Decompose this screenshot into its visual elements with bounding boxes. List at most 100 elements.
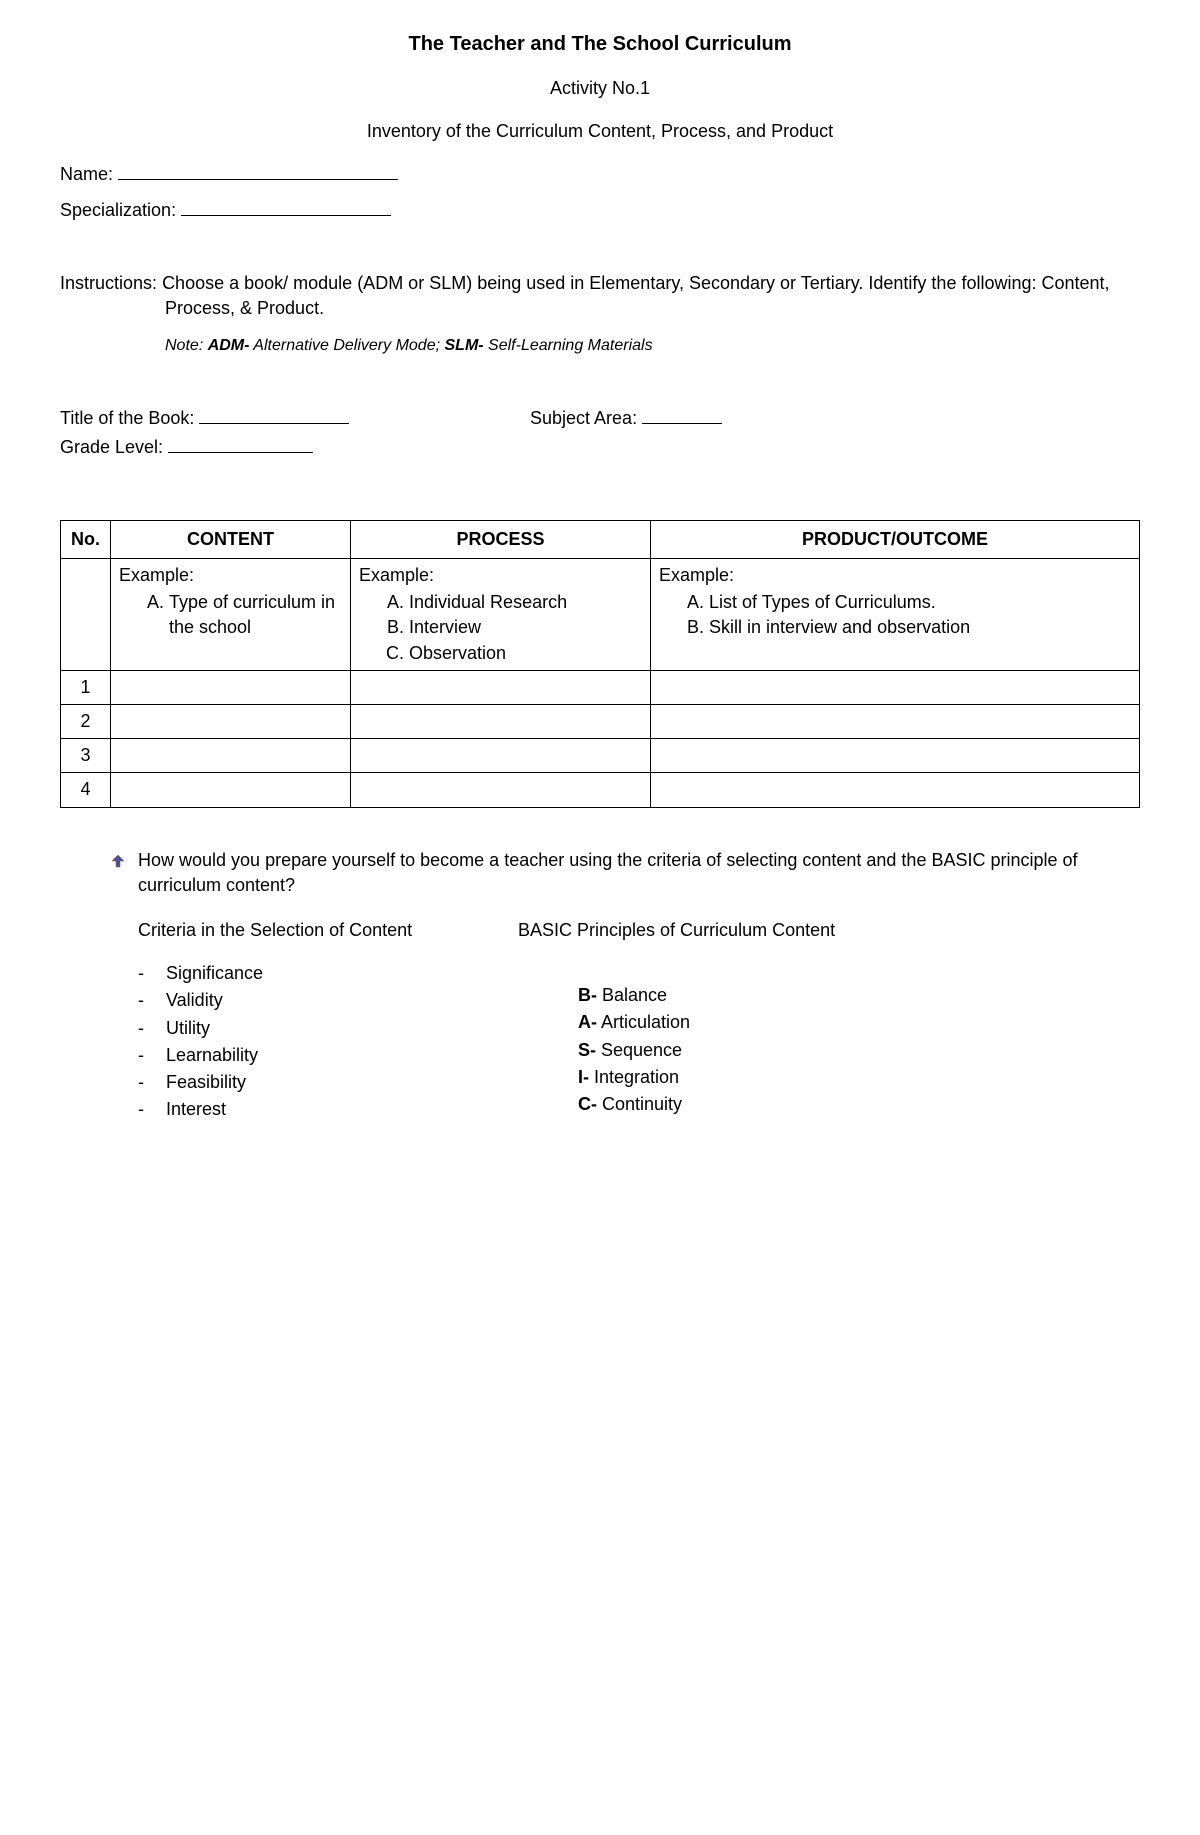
inventory-table: No. CONTENT PROCESS PRODUCT/OUTCOME Exam… [60,520,1140,808]
name-label: Name: [60,164,113,184]
header-content: CONTENT [111,520,351,558]
specialization-field-row: Specialization: [60,198,1140,223]
product-example-list: List of Types of Curriculums. Skill in i… [659,590,1131,640]
example-label-3: Example: [659,565,734,585]
instructions-block: Instructions: Choose a book/ module (ADM… [60,271,1140,321]
main-title: The Teacher and The School Curriculum [60,30,1140,58]
basic-word: Continuity [597,1094,682,1114]
basic-letter: C- [578,1094,597,1114]
process-cell [351,773,651,807]
basic-column: BASIC Principles of Curriculum Content B… [518,918,1110,1124]
basic-item: B- Balance [578,983,1110,1008]
example-process-cell: Example: Individual Research Interview O… [351,559,651,671]
header-process: PROCESS [351,520,651,558]
subject-area-label: Subject Area: [530,408,637,428]
basic-item: C- Continuity [578,1092,1110,1117]
criteria-item: Learnability [138,1043,518,1068]
example-label-1: Example: [119,565,194,585]
content-cell [111,773,351,807]
product-example-item: List of Types of Curriculums. [709,590,1131,615]
question-block: How would you prepare yourself to become… [110,848,1110,1125]
activity-number: Activity No.1 [60,76,1140,101]
process-example-item: Interview [409,615,642,640]
basic-letter: A- [578,1012,597,1032]
content-example-list: Type of curriculum in the school [119,590,342,640]
process-example-list: Individual Research Interview Observatio… [359,590,642,666]
basic-letter: I- [578,1067,589,1087]
note-slm-text: Self-Learning Materials [484,337,653,354]
book-title-blank [199,406,349,424]
instructions-label: Instructions: [60,273,157,293]
product-cell [651,739,1140,773]
basic-list: B- Balance A- Articulation S- Sequence I… [578,983,1110,1117]
specialization-blank [181,198,391,216]
instructions-body: Choose a book/ module (ADM or SLM) being… [162,273,1109,318]
basic-word: Sequence [596,1040,682,1060]
product-example-item: Skill in interview and observation [709,615,1131,640]
product-cell [651,670,1140,704]
basic-letter: S- [578,1040,596,1060]
grade-level-blank [168,435,313,453]
subject-area-blank [642,406,722,424]
table-row: 2 [61,705,1140,739]
grade-level-label: Grade Level: [60,437,163,457]
table-row: 3 [61,739,1140,773]
table-row: 1 [61,670,1140,704]
note-adm-bold: ADM- [208,337,250,354]
example-label-2: Example: [359,565,434,585]
criteria-item: Significance [138,961,518,986]
note-prefix: Note: [165,337,208,354]
basic-word: Integration [589,1067,679,1087]
example-row: Example: Type of curriculum in the schoo… [61,559,1140,671]
row-number: 4 [61,773,111,807]
content-cell [111,739,351,773]
row-number: 1 [61,670,111,704]
criteria-item: Utility [138,1016,518,1041]
criteria-item: Interest [138,1097,518,1122]
content-cell [111,670,351,704]
bullet-icon [110,851,128,876]
name-blank [118,162,398,180]
content-cell [111,705,351,739]
criteria-item: Validity [138,988,518,1013]
criteria-list: Significance Validity Utility Learnabili… [138,961,518,1122]
question-text: How would you prepare yourself to become… [138,848,1110,898]
criteria-item: Feasibility [138,1070,518,1095]
table-header-row: No. CONTENT PROCESS PRODUCT/OUTCOME [61,520,1140,558]
row-number: 2 [61,705,111,739]
process-example-item: Individual Research [409,590,642,615]
process-cell [351,739,651,773]
basic-item: A- Articulation [578,1010,1110,1035]
content-example-item: Type of curriculum in the school [169,590,342,640]
criteria-column: Criteria in the Selection of Content Sig… [138,918,518,1124]
example-content-cell: Example: Type of curriculum in the schoo… [111,559,351,671]
product-cell [651,705,1140,739]
basic-word: Balance [597,985,667,1005]
header-no: No. [61,520,111,558]
instructions-text: Instructions: Choose a book/ module (ADM… [60,271,1140,321]
basic-item: I- Integration [578,1065,1110,1090]
two-column-section: Criteria in the Selection of Content Sig… [138,918,1110,1124]
table-row: 4 [61,773,1140,807]
basic-item: S- Sequence [578,1038,1110,1063]
process-cell [351,705,651,739]
example-no-cell [61,559,111,671]
criteria-heading: Criteria in the Selection of Content [138,918,518,943]
note-slm-bold: SLM- [445,337,484,354]
note-adm-text: Alternative Delivery Mode; [249,337,444,354]
subtitle: Inventory of the Curriculum Content, Pro… [60,119,1140,144]
basic-word: Articulation [597,1012,690,1032]
row-number: 3 [61,739,111,773]
book-title-label: Title of the Book: [60,408,194,428]
basic-heading: BASIC Principles of Curriculum Content [518,918,1110,943]
header-product: PRODUCT/OUTCOME [651,520,1140,558]
product-cell [651,773,1140,807]
name-field-row: Name: [60,162,1140,187]
basic-letter: B- [578,985,597,1005]
book-info: Title of the Book: Subject Area: Grade L… [60,406,1140,460]
process-cell [351,670,651,704]
specialization-label: Specialization: [60,200,176,220]
process-example-item: Observation [409,641,642,666]
note-line: Note: ADM- Alternative Delivery Mode; SL… [165,335,1140,357]
example-product-cell: Example: List of Types of Curriculums. S… [651,559,1140,671]
